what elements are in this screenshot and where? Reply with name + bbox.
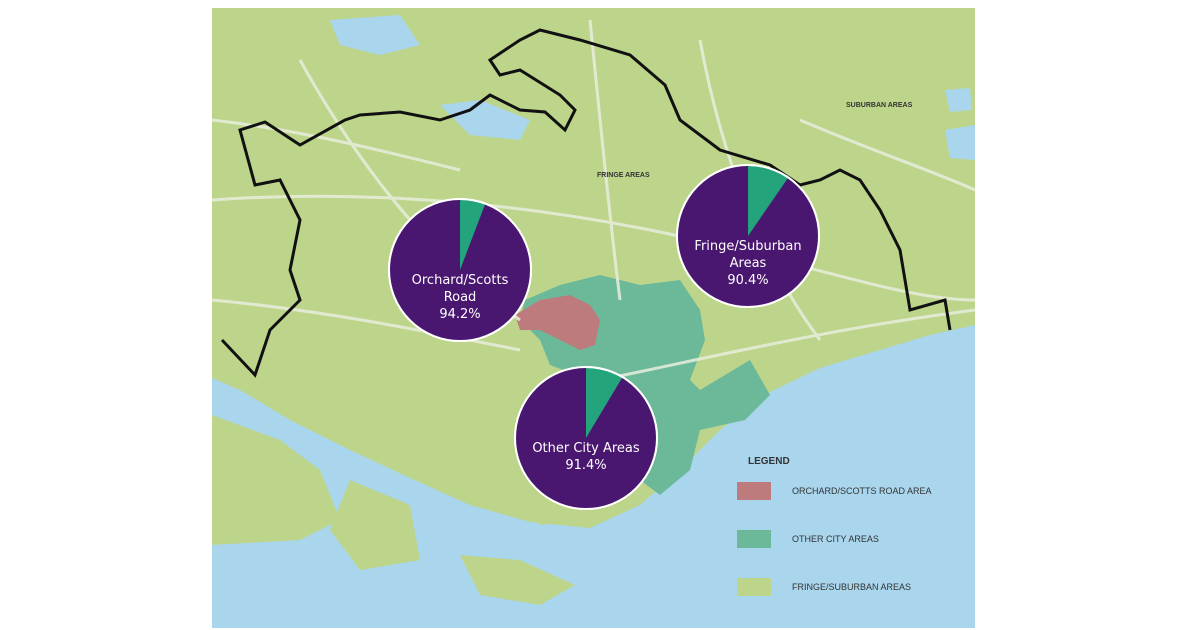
legend-swatch [737, 482, 771, 500]
pie-label: Orchard/Scotts Road 94.2% [405, 272, 515, 323]
pie-value: 94.2% [439, 307, 481, 322]
place-label: FRINGE AREAS [597, 172, 650, 179]
pie-name: Orchard/Scotts Road [411, 273, 509, 305]
pie-label: Fringe/Suburban Areas 90.4% [693, 238, 803, 289]
legend-title: LEGEND [748, 456, 790, 467]
pie-name: Other City Areas [532, 441, 640, 456]
pie-value: 91.4% [565, 458, 607, 473]
legend-label: FRINGE/SUBURBAN AREAS [792, 582, 912, 592]
pie-outline [514, 366, 658, 510]
legend-label: OTHER CITY AREAS [792, 534, 879, 544]
pie-value: 90.4% [727, 273, 769, 288]
boundary [220, 28, 952, 378]
legend-label: ORCHARD/SCOTTS ROAD AREA [792, 486, 932, 496]
pie-slice [514, 367, 657, 509]
legend-swatch [737, 530, 771, 548]
pie-slice [389, 199, 531, 341]
pie-label: Other City Areas 91.4% [531, 440, 641, 474]
pie-outline [676, 164, 820, 308]
pie-name: Fringe/Suburban Areas [694, 239, 802, 271]
pie-slice [677, 165, 819, 307]
place-label: SUBURBAN AREAS [846, 102, 913, 109]
pie-outline [388, 198, 532, 342]
legend-swatch [737, 578, 771, 596]
